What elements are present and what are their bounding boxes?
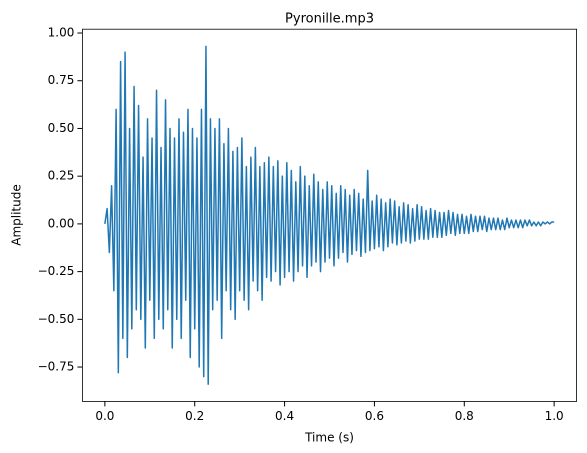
x-tick-label: 0.6 [365, 409, 384, 423]
x-tick-label: 0.8 [455, 409, 474, 423]
y-axis-label: Amplitude [10, 184, 24, 246]
y-tick-label: −0.50 [38, 312, 75, 326]
y-tick-label: 0.25 [48, 169, 75, 183]
y-tick-label: 1.00 [48, 26, 75, 40]
x-tick-label: 1.0 [545, 409, 564, 423]
x-tick-label: 0.2 [185, 409, 204, 423]
plot-frame [82, 28, 578, 402]
y-tick-label: −0.75 [38, 360, 75, 374]
y-tick-label: 0.75 [48, 73, 75, 87]
x-tick-label: 0.4 [275, 409, 294, 423]
y-tick-label: 0.00 [48, 216, 75, 230]
waveform-line [104, 45, 555, 385]
y-tick-label: 0.50 [48, 121, 75, 135]
x-axis-label: Time (s) [304, 431, 354, 445]
chart-title: Pyronille.mp3 [285, 12, 374, 27]
x-tick-label: 0.0 [95, 409, 114, 423]
y-tick-label: −0.25 [38, 264, 75, 278]
